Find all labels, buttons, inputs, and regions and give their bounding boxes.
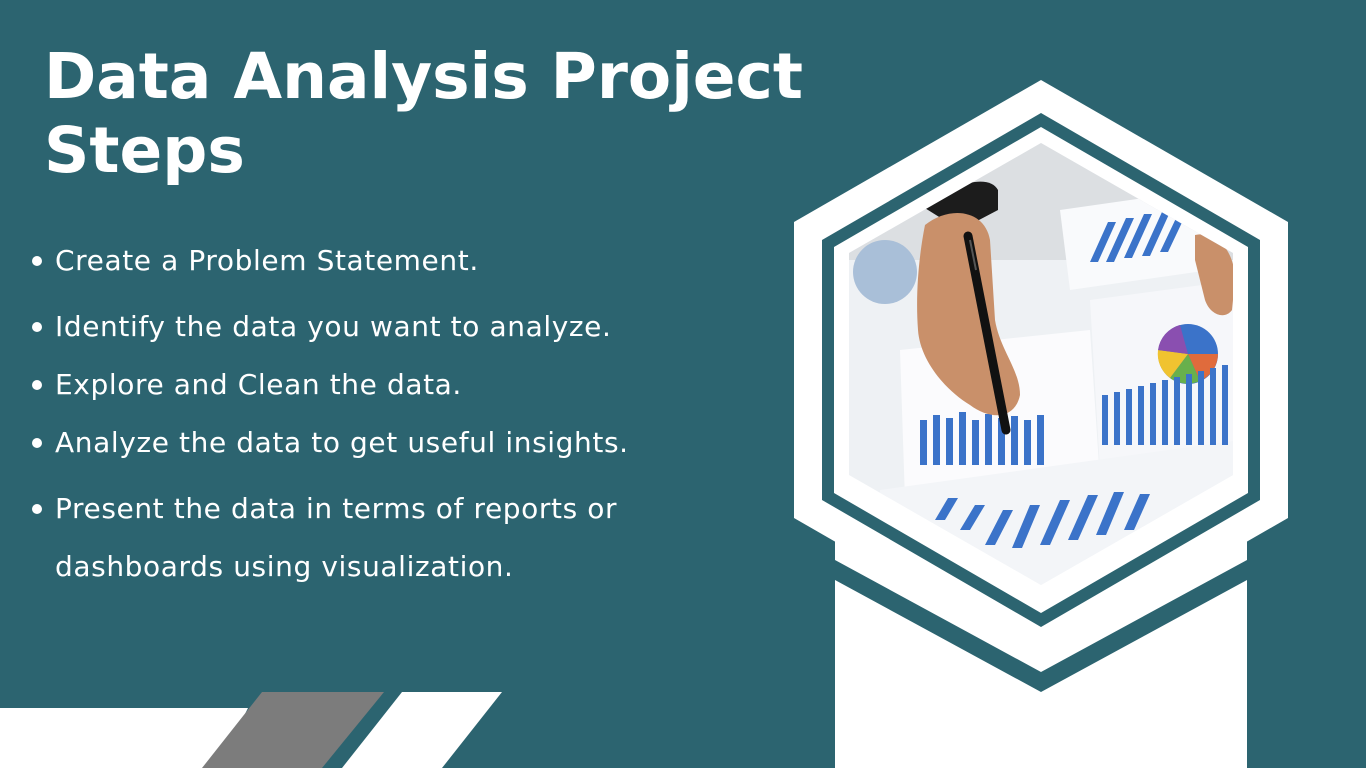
bullet-text: Explore and Clean the data. bbox=[55, 368, 462, 401]
bullet-item: Explore and Clean the data. bbox=[30, 356, 790, 414]
white-stripe-left bbox=[0, 708, 248, 768]
bullet-text: Analyze the data to get useful insights. bbox=[55, 426, 629, 459]
bullet-dot-icon bbox=[32, 380, 42, 390]
bullet-item: Identify the data you want to analyze. bbox=[30, 298, 790, 356]
bullet-item: Create a Problem Statement. bbox=[30, 232, 790, 290]
bullet-item: Present the data in terms of reports or … bbox=[30, 480, 775, 596]
bullet-dot-icon bbox=[32, 256, 42, 266]
white-stripe-right bbox=[342, 692, 502, 768]
hexagon-frame bbox=[794, 80, 1288, 768]
slide-title: Data Analysis Project Steps bbox=[44, 40, 803, 187]
bullet-list: Create a Problem Statement. Identify the… bbox=[30, 232, 790, 596]
bullet-text: Identify the data you want to analyze. bbox=[55, 310, 612, 343]
bullet-dot-icon bbox=[32, 322, 42, 332]
gray-stripe bbox=[202, 692, 384, 768]
bullet-text: Create a Problem Statement. bbox=[55, 244, 479, 277]
bullet-dot-icon bbox=[32, 504, 42, 514]
bullet-text: Present the data in terms of reports or … bbox=[55, 492, 618, 583]
bullet-item: Analyze the data to get useful insights. bbox=[30, 414, 790, 472]
bottom-stripes bbox=[0, 692, 502, 768]
bullet-dot-icon bbox=[32, 438, 42, 448]
